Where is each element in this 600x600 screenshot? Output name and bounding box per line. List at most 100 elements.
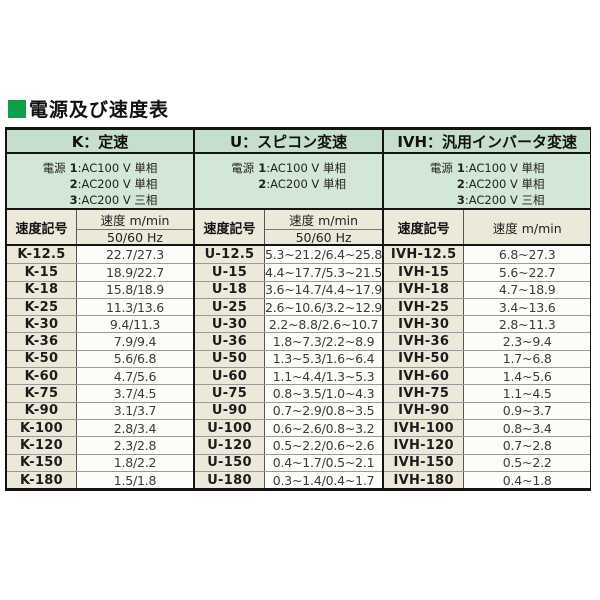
- power-option-desc: :AC100 V 単相: [464, 161, 545, 175]
- speed-code-cell: IVH-100: [384, 419, 465, 437]
- speed-value-cell: 0.7~2.8: [464, 437, 591, 454]
- speed-value-cell: 2.3~9.4: [464, 333, 591, 350]
- power-source-cell: 電源 1:AC100 V 単相 2:AC200 V 単相: [195, 154, 383, 210]
- table-row: K-15 18.9/22.7: [7, 263, 193, 281]
- speed-code-cell: U-36: [195, 333, 265, 350]
- speed-value-cell: 0.6~2.6/0.8~3.2: [265, 419, 383, 437]
- speed-code-cell: U-180: [195, 471, 265, 489]
- power-label: 電源: [429, 161, 453, 175]
- speed-unit-label: 速度 m/min: [289, 213, 359, 228]
- table-row: K-25 11.3/13.6: [7, 297, 193, 316]
- page-title: 電源及び速度表: [29, 99, 170, 121]
- speed-unit-label: 速度 m/min: [100, 213, 170, 228]
- table-row: K-90 3.1/3.7: [7, 401, 193, 419]
- speed-value-cell: 4.4~17.7/5.3~21.5: [265, 264, 383, 281]
- table-row: IVH-12.5 6.8~27.3: [384, 246, 591, 264]
- speed-value-cell: 3.1/3.7: [77, 402, 193, 419]
- speed-value-cell: 2.3/2.8: [77, 437, 193, 454]
- column-header-row: 速度記号 速度 m/min 50/60 Hz: [195, 210, 383, 246]
- table-row: IVH-100 0.8~3.4: [384, 418, 591, 437]
- power-option-number: 1: [456, 161, 465, 175]
- speed-frequency-label: 50/60 Hz: [77, 229, 193, 245]
- table-row: IVH-180 0.4~1.8: [384, 470, 591, 489]
- power-option-number: 1: [69, 161, 78, 175]
- speed-value-cell: 22.7/27.3: [77, 246, 193, 264]
- speed-value-cell: 1.3~5.3/1.6~6.4: [265, 350, 383, 368]
- speed-code-cell: IVH-180: [384, 471, 465, 489]
- speed-column-header: 速度 m/min 50/60 Hz: [265, 210, 383, 245]
- table-row: K-120 2.3/2.8: [7, 436, 193, 454]
- speed-value-cell: 1.5/1.8: [77, 471, 193, 489]
- speed-code-cell: K-150: [7, 454, 77, 471]
- speed-code-cell: K-30: [7, 316, 77, 333]
- speed-value-cell: 3.7/4.5: [77, 385, 193, 402]
- table-row: U-100 0.6~2.6/0.8~3.2: [195, 418, 383, 437]
- table-row: U-18 3.6~14.7/4.4~17.9: [195, 280, 382, 298]
- power-option-desc: :AC100 V 単相: [266, 161, 346, 175]
- speed-code-cell: IVH-120: [384, 437, 465, 454]
- power-option-number: 2: [258, 177, 267, 191]
- speed-value-cell: 0.8~3.5/1.0~4.3: [265, 385, 383, 402]
- speed-code-cell: K-60: [7, 368, 77, 385]
- speed-code-cell: K-50: [7, 350, 77, 368]
- table-row: U-25 2.6~10.6/3.2~12.9: [195, 297, 383, 316]
- speed-value-cell: 7.9/9.4: [77, 333, 193, 350]
- table-row: IVH-30 2.8~11.3: [384, 315, 591, 333]
- table-row: IVH-50 1.7~6.8: [384, 349, 591, 368]
- power-option: 2:AC200 V 単相: [258, 176, 346, 192]
- speed-code-cell: U-100: [195, 419, 265, 437]
- column-header-row: 速度記号 速度 m/min 50/60 Hz: [7, 210, 193, 246]
- table-row: K-18 15.8/18.9: [7, 280, 193, 298]
- power-option-desc: :AC200 V 単相: [464, 177, 545, 191]
- power-source-cell: 電源 1:AC100 V 単相 2:AC200 V 単相 3:AC200 V 三相: [384, 154, 591, 210]
- table-row: IVH-120 0.7~2.8: [384, 436, 591, 454]
- speed-code-cell: U-30: [195, 316, 265, 333]
- power-option-desc: :AC100 V 単相: [77, 161, 158, 175]
- section-K: K：定速 電源 1:AC100 V 単相 2:AC200 V 単相 3:AC200 V …: [7, 130, 193, 489]
- speed-code-cell: IVH-15: [384, 264, 465, 281]
- power-speed-table: K：定速 電源 1:AC100 V 単相 2:AC200 V 単相 3:AC200 V …: [5, 127, 591, 492]
- speed-value-cell: 11.3/13.6: [77, 298, 193, 316]
- speed-value-cell: 6.8~27.3: [464, 246, 591, 264]
- speed-value-cell: 2.8/3.4: [77, 419, 193, 437]
- table-row: IVH-18 4.7~18.9: [384, 280, 591, 298]
- speed-value-cell: 0.3~1.4/0.4~1.7: [265, 471, 383, 489]
- section-header: U：スピコン変速: [195, 130, 383, 154]
- speed-value-cell: 1.8/2.2: [77, 454, 193, 471]
- speed-code-cell: K-18: [7, 281, 77, 298]
- speed-value-cell: 2.2~8.8/2.6~10.7: [265, 316, 383, 333]
- speed-code-header-label: 速度記号: [203, 221, 256, 237]
- speed-code-cell: U-15: [195, 264, 265, 281]
- power-option-number: 3: [69, 193, 78, 207]
- speed-value-cell: 5.6/6.8: [77, 350, 193, 368]
- speed-column-header: 速度 m/min 50/60 Hz: [77, 210, 193, 245]
- table-row: IVH-36 2.3~9.4: [384, 332, 591, 350]
- speed-value-cell: 0.9~3.7: [464, 402, 591, 419]
- speed-code-cell: IVH-150: [384, 454, 465, 471]
- speed-value-cell: 4.7~18.9: [464, 281, 591, 298]
- speed-value-cell: 0.7~2.9/0.8~3.5: [265, 402, 383, 419]
- speed-value-cell: 0.4~1.7/0.5~2.1: [265, 454, 383, 471]
- speed-value-cell: 2.8~11.3: [464, 316, 591, 333]
- speed-value-cell: 15.8/18.9: [77, 281, 193, 298]
- speed-code-cell: U-60: [195, 368, 265, 385]
- speed-value-cell: 2.6~10.6/3.2~12.9: [265, 298, 383, 316]
- speed-code-cell: U-50: [195, 350, 265, 368]
- power-option-desc: :AC200 V 三相: [77, 193, 158, 207]
- table-row: U-120 0.5~2.2/0.6~2.6: [195, 436, 383, 454]
- speed-code-cell: IVH-18: [384, 281, 465, 298]
- speed-value-cell: 4.7/5.6: [77, 368, 193, 385]
- power-options: 1:AC100 V 単相 2:AC200 V 単相 3:AC200 V 三相: [70, 160, 158, 208]
- speed-code-cell: IVH-60: [384, 368, 465, 385]
- speed-frequency-label: 50/60 Hz: [265, 229, 383, 245]
- speed-code-cell: IVH-75: [384, 385, 465, 402]
- section-title: 電源及び速度表: [8, 95, 169, 122]
- speed-value-cell: 1.7~6.8: [464, 350, 591, 368]
- speed-code-cell: U-12.5: [195, 246, 265, 264]
- table-row: U-60 1.1~4.4/1.3~5.3: [195, 367, 383, 385]
- speed-code-cell: IVH-90: [384, 402, 465, 419]
- power-option: 2:AC200 V 単相: [70, 176, 158, 192]
- speed-code-cell: K-100: [7, 419, 77, 437]
- speed-code-cell: U-150: [195, 454, 265, 471]
